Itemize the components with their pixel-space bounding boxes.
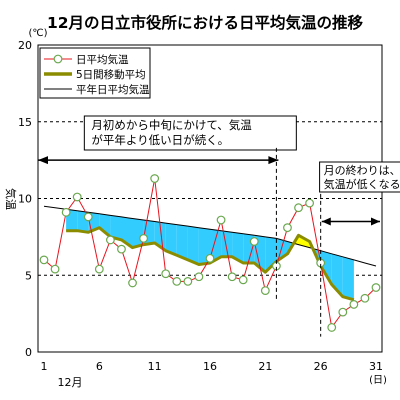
y-tick-label: 10: [18, 193, 32, 206]
daily-temperature-point: [105, 235, 115, 245]
fill-below-normal: [232, 232, 244, 263]
legend-marker-daily: [53, 54, 63, 64]
daily-temperature-point: [183, 276, 193, 286]
daily-temperature-point: [128, 278, 137, 288]
daily-temperature-point: [227, 272, 237, 282]
x-month-label: 12月: [58, 376, 83, 389]
data-points: [39, 174, 381, 332]
daily-temperature-point: [72, 192, 82, 202]
x-tick-label: 31: [369, 360, 383, 373]
fill-below-normal: [121, 216, 133, 248]
daily-temperature-point: [139, 234, 149, 243]
daily-temperature-point: [338, 307, 348, 317]
chart-title: 12月の日立市役所における日平均気温の推移: [47, 13, 364, 32]
x-tick-label: 6: [96, 360, 103, 373]
anomaly-fill: [66, 209, 354, 300]
daily-temperature-point: [371, 283, 381, 292]
x-tick-label: 11: [148, 360, 162, 373]
daily-temperature-point: [283, 223, 292, 233]
fill-below-normal: [342, 256, 354, 300]
daily-temperature-point: [205, 253, 215, 263]
annotations: 月初めから中旬にかけて、気温が平年より低い日が続く。月の終わりは、気温が低くなる…: [38, 115, 400, 337]
fill-below-normal: [221, 230, 233, 257]
fill-below-normal: [99, 213, 111, 237]
arrowhead-left: [38, 156, 48, 165]
daily-temperature-point: [83, 212, 93, 222]
daily-temperature-point: [349, 300, 359, 309]
annotation-box: [83, 115, 297, 151]
daily-temperature-point: [150, 174, 160, 183]
daily-temperature-point: [172, 276, 182, 286]
daily-temperature-point: [94, 264, 104, 274]
daily-temperature-point: [39, 255, 49, 265]
daily-temperature-point: [249, 237, 259, 246]
daily-temperature-point: [305, 198, 315, 208]
y-tick-label: 15: [18, 116, 32, 129]
legend-label: 5日間移動平均: [76, 68, 146, 81]
arrowhead-right: [371, 217, 380, 226]
x-tick-label: 26: [314, 360, 328, 373]
daily-temperature-point: [50, 264, 60, 274]
daily-temperature-point: [161, 269, 171, 279]
daily-temperature-point: [327, 323, 337, 332]
x-tick-label: 1: [41, 360, 48, 373]
fill-below-normal: [110, 215, 122, 240]
annotation-text: 月初めから中旬にかけて、気温: [91, 118, 252, 132]
annotation-box: [319, 161, 400, 193]
fill-below-normal: [320, 250, 332, 285]
fill-below-normal: [165, 223, 177, 256]
daily-temperature-point: [260, 286, 270, 296]
daily-temperature-point: [360, 293, 370, 303]
fill-below-normal: [187, 226, 199, 265]
y-axis-label: 気温: [4, 188, 18, 210]
daily-temperature-point: [216, 215, 226, 225]
daily-temperature-point: [294, 203, 303, 213]
fill-below-normal: [176, 224, 188, 260]
fill-below-normal: [210, 229, 222, 263]
arrowhead-left: [321, 217, 331, 226]
legend-label: 日平均気温: [76, 53, 129, 66]
legend-label: 平年日平均気温: [76, 83, 150, 96]
annotation-text: 気温が低くなる。: [324, 177, 400, 191]
daily-temperature-point: [61, 207, 71, 217]
annotation-text: が平年より低い日が続く。: [91, 133, 229, 147]
daily-temperature-point: [238, 275, 248, 285]
y-unit-label: (℃): [28, 28, 47, 39]
y-tick-label: 5: [25, 269, 32, 282]
x-tick-label: 16: [203, 360, 217, 373]
daily-temperature-point: [117, 244, 126, 254]
y-tick-label: 0: [25, 346, 32, 359]
x-tick-label: 21: [258, 360, 272, 373]
daily-temperature-point: [194, 272, 204, 282]
arrowhead-right: [268, 156, 279, 165]
y-tick-label: 20: [18, 39, 32, 52]
annotation-text: 月の終わりは、: [324, 163, 400, 177]
x-axis-label: (日): [369, 375, 387, 386]
